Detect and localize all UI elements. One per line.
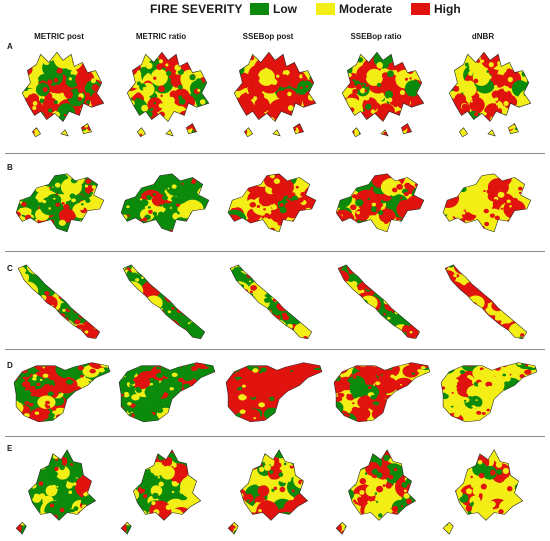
map-a-ssebop-post bbox=[222, 42, 324, 144]
legend-swatch-high bbox=[411, 3, 430, 15]
column-header-dnbr: dNBR bbox=[471, 32, 495, 41]
column-header-metric-ratio: METRIC ratio bbox=[135, 32, 187, 41]
map-a-metric-ratio bbox=[115, 42, 217, 144]
legend-title: FIRE SEVERITY bbox=[150, 2, 243, 16]
map-b-dnbr bbox=[437, 158, 539, 246]
row-label-e: E bbox=[7, 444, 13, 453]
map-c-ssebop-ratio bbox=[330, 258, 432, 344]
map-e-ssebop-post bbox=[222, 440, 324, 538]
legend-label-moderate: Moderate bbox=[339, 2, 393, 16]
map-e-dnbr bbox=[437, 440, 539, 538]
row-label-a: A bbox=[7, 42, 13, 51]
map-b-ssebop-post bbox=[222, 158, 324, 246]
map-b-ssebop-ratio bbox=[330, 158, 432, 246]
map-c-metric-post bbox=[10, 258, 112, 344]
row-label-b: B bbox=[7, 163, 13, 172]
legend: FIRE SEVERITY Low Moderate High bbox=[0, 0, 550, 20]
legend-swatch-low bbox=[250, 3, 269, 15]
map-e-metric-ratio bbox=[115, 440, 217, 538]
map-d-ssebop-ratio bbox=[330, 355, 432, 431]
map-e-metric-post bbox=[10, 440, 112, 538]
map-c-dnbr bbox=[437, 258, 539, 344]
row-separator bbox=[5, 251, 545, 252]
map-b-metric-ratio bbox=[115, 158, 217, 246]
map-e-ssebop-ratio bbox=[330, 440, 432, 538]
map-d-ssebop-post bbox=[222, 355, 324, 431]
legend-label-low: Low bbox=[273, 2, 297, 16]
row-separator bbox=[5, 349, 545, 350]
map-d-dnbr bbox=[437, 355, 539, 431]
row-separator bbox=[5, 153, 545, 154]
row-label-d: D bbox=[7, 361, 13, 370]
column-header-metric-post: METRIC post bbox=[34, 32, 84, 41]
column-header-ssebop-ratio: SSEBop ratio bbox=[350, 32, 402, 41]
map-d-metric-post bbox=[10, 355, 112, 431]
map-d-metric-ratio bbox=[115, 355, 217, 431]
row-label-c: C bbox=[7, 264, 13, 273]
row-separator bbox=[5, 436, 545, 437]
map-a-metric-post bbox=[10, 42, 112, 144]
map-a-ssebop-ratio bbox=[330, 42, 432, 144]
column-header-ssebop-post: SSEBop post bbox=[242, 32, 294, 41]
map-a-dnbr bbox=[437, 42, 539, 144]
map-b-metric-post bbox=[10, 158, 112, 246]
map-c-metric-ratio bbox=[115, 258, 217, 344]
legend-swatch-moderate bbox=[316, 3, 335, 15]
legend-label-high: High bbox=[434, 2, 461, 16]
map-c-ssebop-post bbox=[222, 258, 324, 344]
